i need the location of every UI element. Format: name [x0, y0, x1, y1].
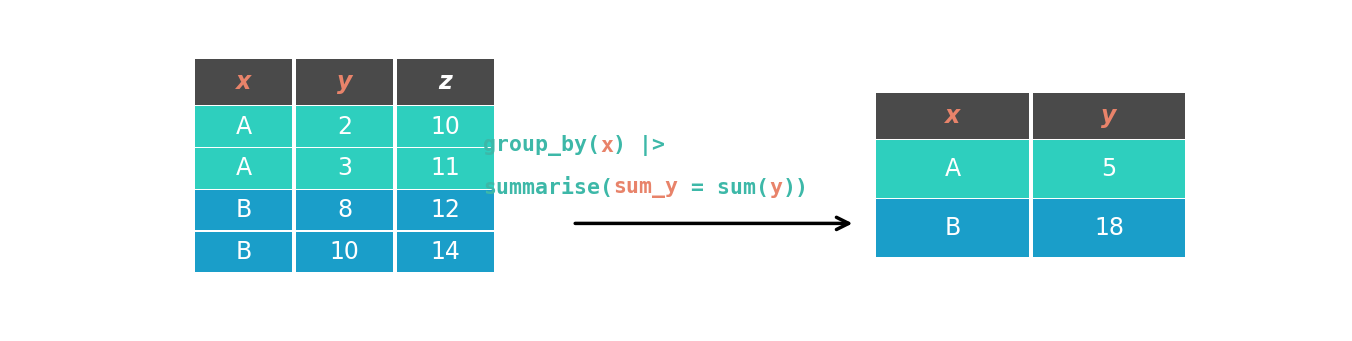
Text: 11: 11 — [430, 157, 460, 180]
Bar — [195, 106, 292, 147]
Text: group_by(: group_by( — [484, 135, 600, 157]
Bar — [195, 190, 292, 231]
Text: A: A — [945, 157, 960, 181]
Text: B: B — [235, 198, 251, 222]
Bar — [397, 106, 493, 147]
Text: y: y — [337, 70, 352, 94]
Bar — [296, 106, 393, 147]
Bar — [876, 93, 1029, 139]
Bar — [1033, 199, 1186, 257]
Text: )): )) — [783, 178, 808, 198]
Bar — [296, 148, 393, 189]
Text: summarise(: summarise( — [484, 177, 614, 198]
Bar — [296, 59, 393, 105]
Text: x: x — [237, 70, 251, 94]
Text: x: x — [600, 136, 614, 156]
Bar — [1033, 140, 1186, 198]
Bar — [397, 148, 493, 189]
Text: ) |>: ) |> — [614, 135, 665, 157]
Text: y: y — [769, 178, 783, 198]
Text: 14: 14 — [430, 240, 461, 264]
Bar — [397, 232, 493, 272]
Text: 8: 8 — [337, 198, 352, 222]
Bar — [876, 140, 1029, 198]
Bar — [296, 190, 393, 231]
Bar — [397, 190, 493, 231]
Bar — [195, 148, 292, 189]
Bar — [876, 199, 1029, 257]
Bar — [296, 232, 393, 272]
Bar — [195, 232, 292, 272]
Bar — [397, 59, 493, 105]
Text: x: x — [945, 104, 960, 129]
Text: z: z — [438, 70, 453, 94]
Text: B: B — [235, 240, 251, 264]
Text: 10: 10 — [330, 240, 360, 264]
Text: 5: 5 — [1102, 157, 1117, 181]
Text: A: A — [235, 157, 251, 180]
Text: 10: 10 — [430, 115, 461, 139]
Text: B: B — [944, 216, 961, 240]
Text: A: A — [235, 115, 251, 139]
Bar — [1033, 93, 1186, 139]
Text: 12: 12 — [430, 198, 461, 222]
Text: = sum(: = sum( — [679, 178, 769, 198]
Text: sum_y: sum_y — [614, 178, 679, 198]
Bar — [195, 59, 292, 105]
Text: 18: 18 — [1094, 216, 1124, 240]
Text: 3: 3 — [337, 157, 352, 180]
Text: 2: 2 — [337, 115, 352, 139]
Text: y: y — [1102, 104, 1117, 129]
